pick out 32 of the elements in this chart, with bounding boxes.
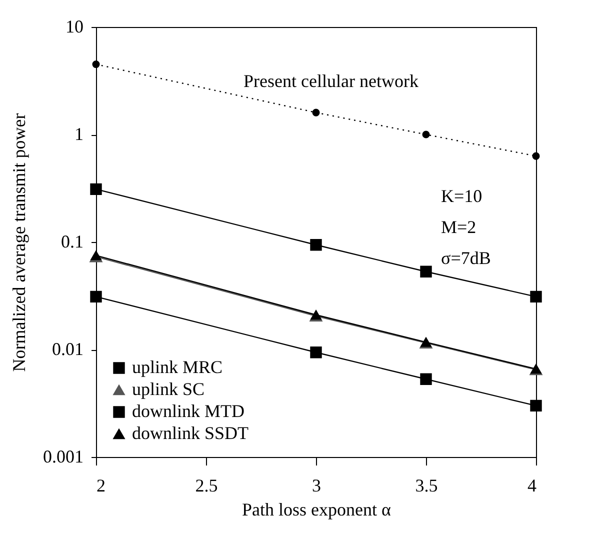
point — [530, 400, 542, 412]
point — [532, 152, 540, 160]
point — [90, 290, 102, 303]
x-tick-label: 4 — [528, 476, 536, 496]
annotation: σ=7dB — [441, 248, 491, 268]
point — [420, 373, 432, 385]
y-axis-title: Normalized average transmit power — [9, 113, 29, 372]
legend-label: uplink SC — [132, 379, 205, 399]
point — [310, 239, 322, 251]
legend-label: downlink SSDT — [132, 423, 249, 443]
point — [530, 290, 542, 303]
y-tick-label: 0.001 — [43, 446, 84, 466]
y-tick-label: 1 — [74, 124, 84, 144]
y-tick-label: 0.1 — [61, 232, 84, 252]
point — [92, 60, 100, 68]
legend-label: uplink MRC — [132, 357, 223, 377]
y-tick-label: 0.01 — [52, 339, 84, 359]
annotation: M=2 — [441, 217, 476, 237]
series-label: Present cellular network — [244, 71, 418, 91]
x-tick-label: 3 — [312, 476, 321, 496]
point — [312, 108, 320, 116]
legend-label: downlink MTD — [132, 401, 244, 421]
point — [310, 346, 322, 358]
x-axis-title: Path loss exponent α — [242, 500, 392, 520]
x-tick-label: 3.5 — [415, 476, 438, 496]
annotation: K=10 — [441, 186, 482, 206]
point — [422, 130, 430, 138]
x-tick-label: 2.5 — [195, 476, 218, 496]
x-tick-label: 2 — [96, 476, 106, 496]
point — [90, 183, 102, 196]
point — [420, 266, 432, 278]
y-tick-label: 10 — [66, 16, 84, 36]
